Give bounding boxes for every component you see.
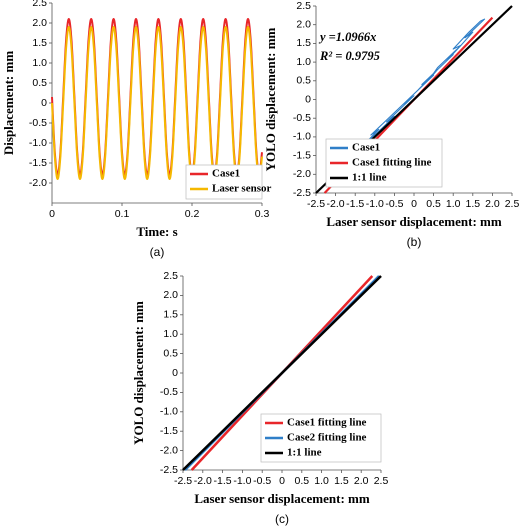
x-tick-label: -2.5 <box>174 475 192 487</box>
y-tick-label: 1.5 <box>163 309 178 321</box>
series-line <box>182 275 382 471</box>
caption: (c) <box>275 512 289 526</box>
y-tick-label: -1.5 <box>160 425 178 437</box>
x-tick-label: 1.0 <box>314 475 329 487</box>
legend-label: Case1 <box>212 168 240 180</box>
y-tick-label: 0 <box>41 97 47 109</box>
y-tick-label: -2.0 <box>293 168 311 180</box>
legend-label: Case1 fitting line <box>352 157 432 169</box>
annotation: R² = 0.9795 <box>319 49 380 63</box>
x-tick-label: -1.5 <box>214 475 232 487</box>
x-tick-label: -0.5 <box>385 198 403 210</box>
x-tick-label: 0.5 <box>426 198 441 210</box>
y-tick-label: 2.0 <box>163 289 178 301</box>
y-tick-label: 0 <box>305 93 311 105</box>
x-tick-label: -1.0 <box>233 475 251 487</box>
y-axis-title: YOLO displacement: mm <box>263 27 278 171</box>
y-tick-label: 2.0 <box>296 18 311 30</box>
x-tick-label: 0.1 <box>115 208 130 220</box>
legend-label: Case1 fitting line <box>287 417 367 429</box>
x-tick-label: -0.5 <box>253 475 271 487</box>
y-tick-label: -0.5 <box>293 112 311 124</box>
y-tick-label: 1.0 <box>32 57 47 69</box>
x-tick-label: 2.0 <box>354 475 369 487</box>
x-tick-label: 0.3 <box>255 208 270 220</box>
x-axis-title: Laser sensor displacement: mm <box>326 214 502 229</box>
x-tick-label: 0.5 <box>294 475 309 487</box>
x-tick-label: 0 <box>279 475 285 487</box>
legend-label: 1:1 line <box>287 447 322 459</box>
y-tick-label: -1.0 <box>293 131 311 143</box>
legend-label: 1:1 line <box>352 172 387 184</box>
y-tick-label: -1.0 <box>29 137 47 149</box>
y-tick-label: 2.0 <box>32 17 47 29</box>
y-tick-label: -1.5 <box>293 149 311 161</box>
y-tick-label: 2.5 <box>296 0 311 12</box>
y-tick-label: -2.0 <box>160 444 178 456</box>
y-tick-label: 0.5 <box>296 75 311 87</box>
series-line <box>51 26 263 180</box>
x-tick-label: 1.5 <box>334 475 349 487</box>
y-tick-label: 0.5 <box>32 77 47 89</box>
x-tick-label: -1.5 <box>346 198 364 210</box>
x-tick-label: -2.0 <box>194 475 212 487</box>
y-tick-label: 0.5 <box>163 347 178 359</box>
y-tick-label: -1.0 <box>160 406 178 418</box>
y-tick-label: -2.5 <box>160 464 178 476</box>
x-tick-label: 2.5 <box>374 475 389 487</box>
y-tick-label: 2.5 <box>32 0 47 9</box>
y-tick-label: -2.0 <box>29 177 47 189</box>
y-axis-title: Displacement: mm <box>1 51 16 156</box>
legend-box <box>185 164 263 200</box>
x-tick-label: -2.5 <box>307 198 325 210</box>
y-tick-label: -0.5 <box>29 117 47 129</box>
series-line <box>331 18 486 172</box>
legend-label: Laser sensor <box>212 183 271 195</box>
y-tick-label: 1.0 <box>296 56 311 68</box>
y-axis-title: YOLO displacement: mm <box>131 301 146 445</box>
x-tick-label: 2.0 <box>485 198 500 210</box>
x-tick-label: 1.5 <box>465 198 480 210</box>
x-tick-label: 2.5 <box>505 198 520 210</box>
legend-label: Case1 <box>352 142 380 154</box>
caption: (a) <box>150 245 165 259</box>
y-tick-label: 1.0 <box>163 328 178 340</box>
x-axis-title: Time: s <box>136 224 177 239</box>
y-tick-label: 1.5 <box>32 37 47 49</box>
legend-label: Case2 fitting line <box>287 432 367 444</box>
x-tick-label: 1.0 <box>446 198 461 210</box>
x-tick-label: -2.0 <box>327 198 345 210</box>
y-tick-label: 0 <box>172 367 178 379</box>
x-tick-label: -1.0 <box>366 198 384 210</box>
caption: (b) <box>407 235 422 249</box>
y-tick-label: -0.5 <box>160 386 178 398</box>
x-axis-title: Laser sensor displacement: mm <box>194 491 370 506</box>
x-tick-label: 0 <box>411 198 417 210</box>
x-tick-label: 0.2 <box>185 208 200 220</box>
x-tick-label: 0 <box>49 208 55 220</box>
y-tick-label: 2.5 <box>163 270 178 282</box>
y-tick-label: -1.5 <box>29 157 47 169</box>
annotation: y =1.0966x <box>318 30 376 44</box>
y-tick-label: 1.5 <box>296 37 311 49</box>
y-tick-label: -2.5 <box>293 187 311 199</box>
